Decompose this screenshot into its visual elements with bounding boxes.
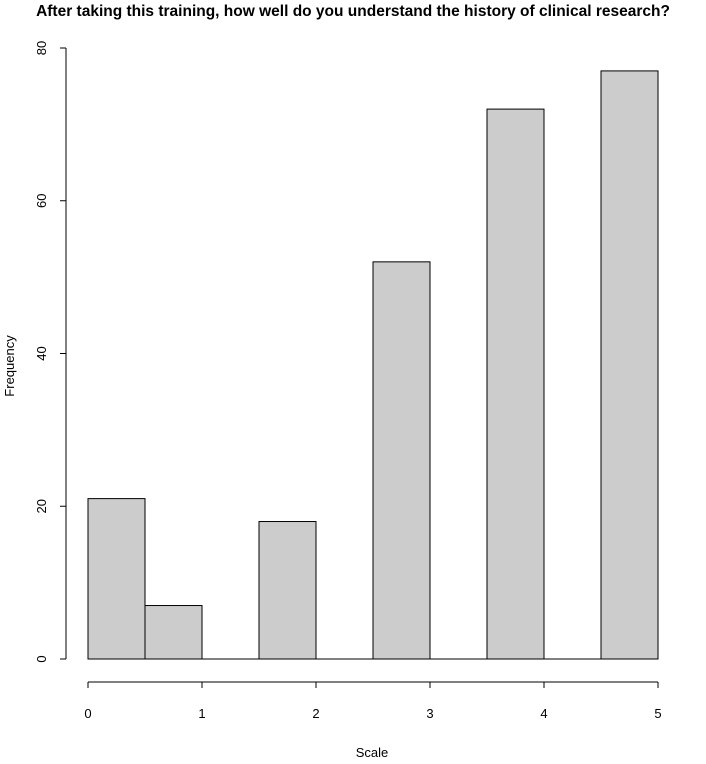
y-axis-label: Frequency (2, 335, 17, 397)
x-tick-label: 3 (426, 706, 433, 721)
bars-group (87, 70, 659, 660)
histogram-bar (144, 605, 203, 660)
y-tick-label: 20 (34, 499, 49, 513)
histogram-bar (372, 261, 431, 660)
y-tick-label: 0 (34, 655, 49, 662)
histogram-bar (486, 108, 545, 660)
histogram-bar (258, 521, 317, 660)
histogram-bar (87, 498, 146, 660)
x-tick-label: 5 (654, 706, 661, 721)
x-axis: 0 1 2 3 4 5 (84, 681, 662, 721)
chart-title: After taking this training, how well do … (36, 3, 670, 20)
histogram-bar (600, 70, 659, 660)
y-tick-label: 40 (34, 346, 49, 360)
x-tick-label: 1 (198, 706, 205, 721)
y-tick-label: 80 (34, 41, 49, 55)
y-axis: 0 20 40 60 80 (34, 41, 67, 663)
y-tick-label: 60 (34, 194, 49, 208)
x-tick-label: 0 (84, 706, 91, 721)
x-axis-label: Scale (356, 745, 389, 760)
x-tick-label: 2 (312, 706, 319, 721)
x-tick-label: 4 (540, 706, 547, 721)
